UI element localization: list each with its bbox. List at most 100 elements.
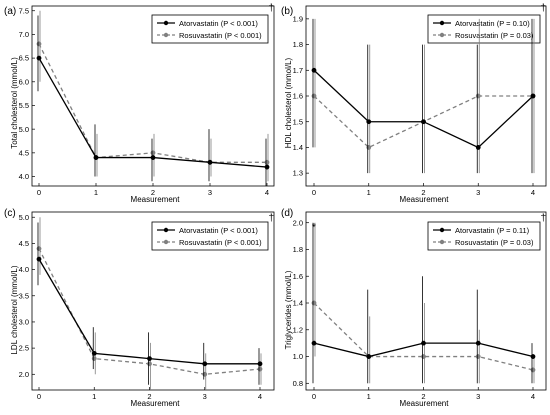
panel-d-ytick-label: 1.6 (293, 272, 303, 281)
panel-d-point-rosuvastatin (475, 354, 481, 359)
panel-a-ytick-label: 4.5 (19, 148, 29, 157)
panel-d-series-line-rosuvastatin (313, 302, 534, 371)
panel-a-ylabel: Total cholesterol (mmol/L) (10, 57, 19, 149)
panel-c-point-rosuvastatin (91, 356, 97, 361)
panel-a-legend: Atorvastatin (P < 0.001) Rosuvastatin (P… (151, 14, 269, 44)
panel-b-point-atorvastatin (421, 119, 426, 125)
panel-b-point-rosuvastatin (311, 93, 317, 99)
panel-d-xtick-label: 3 (476, 392, 480, 401)
panel-d-point-rosuvastatin (421, 354, 426, 359)
panel-a-legend-marker-atorvastatin (163, 20, 169, 26)
panel-c-point-atorvastatin (257, 361, 263, 367)
panel-d-point-rosuvastatin (311, 300, 317, 306)
panel-c-plot: 2.0 2.5 3.0 3.5 4.0 4.5 5.0 0 1 2 3 4 (19, 211, 275, 401)
panel-d-asterisk: * (312, 222, 317, 234)
panel-b-ytick-label: 1.4 (293, 143, 303, 152)
panel-d-legend-marker-atorvastatin (439, 227, 445, 233)
panel-a-ytick-label: 5.0 (19, 125, 29, 134)
panel-d-label: (d) (281, 208, 293, 219)
panel-d-xtick-label: 0 (312, 392, 316, 401)
panel-a-point-rosuvastatin (264, 159, 270, 165)
panel-b-ytick-label: 1.5 (293, 117, 303, 126)
panel-d-ytick-label: 1.8 (293, 245, 303, 254)
panel-b-ytick-label: 1.8 (293, 40, 303, 49)
panel-d-point-atorvastatin (530, 354, 536, 359)
panel-d-axes-frame (305, 211, 547, 391)
panel-b-ytick-label: 1.6 (293, 92, 303, 101)
panel-d-ytick-label: 2.0 (293, 218, 303, 227)
panel-d-ytick-label: 1.4 (293, 299, 303, 308)
panel-a-legend-label-atorvastatin: Atorvastatin (P < 0.001) (179, 19, 258, 28)
chart-marks: 4.04.55.05.56.06.57.07.50 1 2 3 41.31.41.51.… (19, 5, 547, 401)
panel-d-xtick-label: 1 (367, 392, 371, 401)
panel-d-ytick-label: 0.8 (293, 379, 303, 388)
panel-d-ytick-label: 1.2 (293, 325, 303, 334)
panel-d-legend: Atorvastatin (P = 0.11) Rosuvastatin (P … (427, 221, 541, 251)
panel-c-ytick-label: 2.5 (19, 344, 29, 353)
panel-c-ytick-label: 5.0 (19, 213, 29, 222)
panel-c-xtick-label: 2 (147, 392, 151, 401)
panel-d-legend-marker-rosuvastatin (439, 239, 445, 245)
panel-b-legend: Atorvastatin (P = 0.10) Rosuvastatin (P … (427, 14, 541, 44)
panel-c-legend-marker-atorvastatin (163, 227, 169, 233)
panel-a-point-atorvastatin (264, 164, 270, 170)
panel-a-ytick-label: 6.0 (19, 77, 29, 86)
panel-c-ytick-label: 4.0 (19, 265, 29, 274)
panel-d-point-rosuvastatin (530, 367, 536, 373)
panel-c-axes-frame (31, 211, 275, 391)
panel-d-xtick-label: 4 (531, 392, 535, 401)
panel-d-xtick-label: 2 (421, 392, 425, 401)
panel-c-ytick-label: 3.5 (19, 291, 29, 300)
panel-d-point-atorvastatin (421, 340, 426, 346)
panel-a-plot: 4.0 4.5 5.0 5.5 6.0 6.5 7.0 7.5 0 1 2 3 4 (19, 5, 275, 197)
panel-a: (a) † Total cholesterol (mmol/L) Measure… (4, 3, 274, 204)
panel-b-point-atorvastatin (530, 93, 536, 99)
panel-b-series-line-atorvastatin (313, 69, 534, 149)
panel-a-legend-box (151, 14, 269, 44)
panel-c-point-rosuvastatin (257, 366, 263, 372)
panel-a-legend-marker-rosuvastatin (163, 32, 169, 38)
panel-a-ytick-label: 4.0 (19, 172, 29, 181)
panel-d-xlabel: Measurement (400, 399, 450, 408)
panel-a-xtick-label: 3 (208, 188, 212, 197)
panel-a-point-atorvastatin (207, 159, 213, 165)
panel-b-ytick-label: 1.3 (293, 169, 303, 178)
panel-a-point-atorvastatin (93, 155, 99, 160)
panel-a-xtick-label: 1 (94, 188, 98, 197)
panel-a-xtick-label: 4 (265, 188, 269, 197)
panel-c-xtick-label: 3 (203, 392, 207, 401)
panel-b-xlabel: Measurement (400, 195, 450, 204)
panel-a-ytick-label: 6.5 (19, 54, 29, 63)
panel-b-ytick-label: 1.7 (293, 66, 303, 75)
panel-b-legend-label-atorvastatin: Atorvastatin (P = 0.10) (455, 19, 530, 28)
panel-d-point-atorvastatin (366, 354, 372, 359)
panel-b-point-rosuvastatin (475, 93, 481, 99)
panel-a-ytick-label: 7.0 (19, 30, 29, 39)
panel-c-legend: Atorvastatin (P < 0.001) Rosuvastatin (P… (151, 221, 269, 251)
panel-c-label: (c) (4, 208, 16, 219)
panel-c-point-atorvastatin (147, 356, 152, 361)
panel-c-xtick-label: 4 (258, 392, 262, 401)
panel-b-ylabel: HDL cholesterol (mmol/L) (284, 57, 293, 148)
panel-c-ytick-label: 3.0 (19, 318, 29, 327)
panel-c-xtick-label: 1 (92, 392, 96, 401)
panel-b-ytick-label: 1.9 (293, 14, 303, 23)
panel-d-point-atorvastatin (311, 340, 317, 346)
panel-c-ytick-label: 4.5 (19, 239, 29, 248)
panel-a-series-line-rosuvastatin (38, 43, 267, 163)
panel-a-point-rosuvastatin (150, 150, 156, 156)
panel-a-point-atorvastatin (36, 55, 42, 61)
panel-d-legend-box (427, 221, 541, 251)
panel-a-xlabel: Measurement (131, 195, 181, 204)
panel-b-legend-label-rosuvastatin: Rosuvastatin (P = 0.03) (455, 31, 534, 40)
panel-a-xtick-label: 2 (151, 188, 155, 197)
panel-a-ytick-label: 5.5 (19, 101, 29, 110)
panel-a-legend-label-rosuvastatin: Rosuvastatin (P < 0.001) (179, 31, 262, 40)
panel-b-point-atorvastatin (475, 145, 481, 150)
panel-b-label: (b) (281, 6, 293, 17)
panel-a-point-atorvastatin (150, 155, 156, 160)
panel-b-dagger: † (540, 3, 546, 14)
panel-d-legend-label-atorvastatin: Atorvastatin (P = 0.11) (455, 226, 530, 235)
